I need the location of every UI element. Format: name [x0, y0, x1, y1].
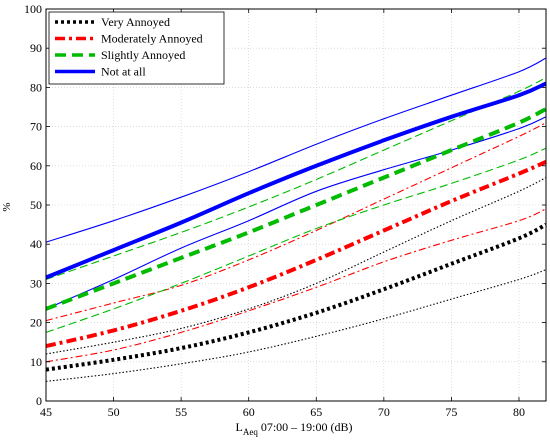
legend-label: Slightly Annoyed [101, 48, 185, 62]
series-not-at-all-upper-bound [45, 57, 547, 243]
series-slightly-annoyed-line [45, 107, 547, 311]
x-tick-label: 60 [243, 405, 255, 419]
x-tick-label: 45 [40, 405, 52, 419]
y-tick-label: 0 [36, 394, 42, 408]
series-very-annoyed-upper-bound [45, 177, 547, 355]
x-tick-label: 70 [378, 405, 390, 419]
y-tick-label: 100 [24, 2, 42, 16]
legend-label: Not at all [101, 65, 146, 79]
series-very-annoyed-lower-bound [45, 269, 547, 382]
x-tick-label: 50 [108, 405, 120, 419]
y-tick-label: 40 [30, 237, 42, 251]
y-tick-label: 20 [30, 316, 42, 330]
series-slightly-annoyed-lower-bound [45, 147, 547, 333]
x-axis-label-sub: Aeq [243, 427, 258, 437]
x-axis-label: LAeq 07:00 – 19:00 (dB) [235, 420, 352, 437]
x-axis-label-rest: 07:00 – 19:00 (dB) [258, 420, 353, 434]
series-moderately-annoyed-lower-bound [45, 208, 547, 363]
x-axis-label-main: L [235, 420, 242, 434]
y-tick-label: 50 [30, 198, 42, 212]
ticks: 45 50 55 60 65 70 75 80 0 10 20 30 40 50 60 70 80 90 100 [24, 2, 546, 419]
x-tick-label: 80 [513, 405, 525, 419]
series-moderately-annoyed-line [45, 160, 547, 349]
y-tick-label: 60 [30, 159, 42, 173]
y-tick-label: 70 [30, 120, 42, 134]
legend-label: Very Annoyed [101, 15, 170, 29]
x-tick-label: 75 [445, 405, 457, 419]
series-not-at-all-lower-bound [45, 116, 547, 310]
y-tick-label: 10 [30, 355, 42, 369]
legend-label: Moderately Annoyed [101, 32, 203, 46]
y-tick-label: 80 [30, 80, 42, 94]
series-not-at-all-line [45, 81, 547, 280]
legend: Very Annoyed Moderately Annoyed Slightly A… [48, 11, 225, 85]
series-very-annoyed-line [45, 222, 547, 372]
series-moderately-annoyed-upper-bound [45, 122, 547, 322]
y-tick-label: 90 [30, 41, 42, 55]
y-axis-label: % [1, 202, 13, 211]
series-lines [45, 81, 547, 372]
x-tick-label: 55 [175, 405, 187, 419]
y-tick-label: 30 [30, 276, 42, 290]
x-tick-label: 65 [310, 405, 322, 419]
